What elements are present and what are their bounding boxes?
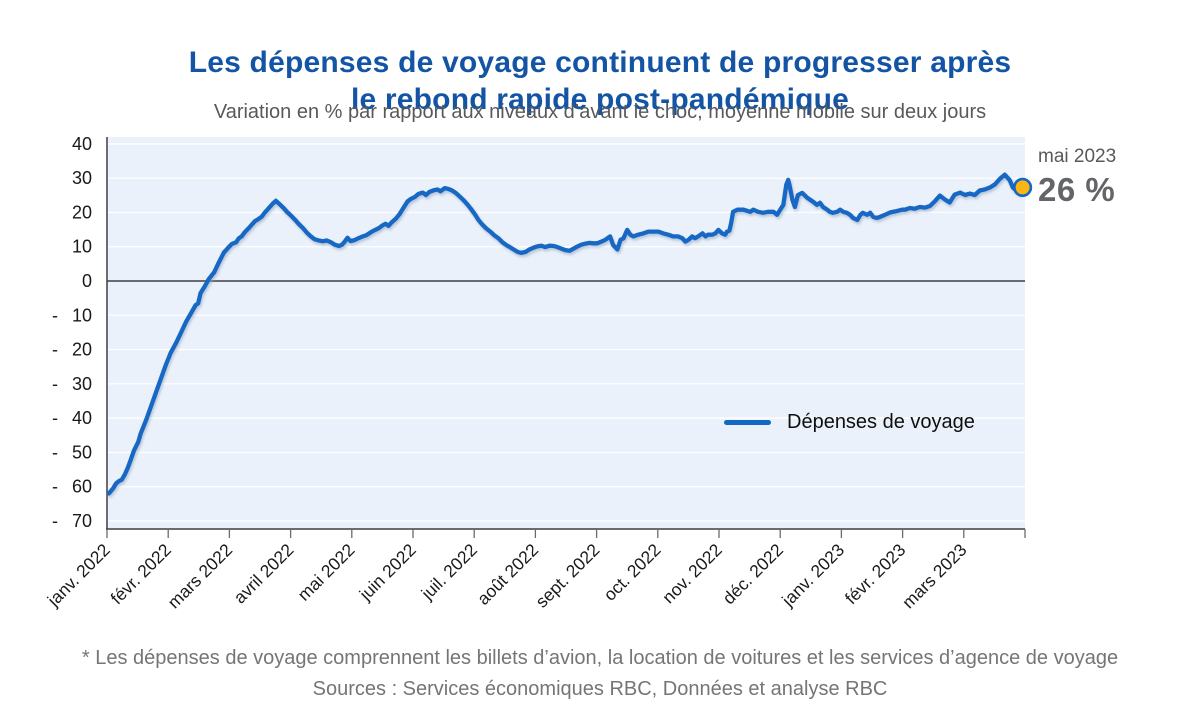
- x-tick-label: nov. 2022: [658, 540, 726, 608]
- y-tick-label: 70: [72, 511, 92, 531]
- y-tick-label: 20: [72, 340, 92, 360]
- y-tick-label: 10: [72, 237, 92, 257]
- y-tick-label: 50: [72, 442, 92, 462]
- y-tick-minus: -: [52, 408, 58, 428]
- x-tick-label: janv. 2023: [777, 540, 848, 611]
- y-tick-label: 20: [72, 202, 92, 222]
- travel-spending-line: [106, 172, 1025, 496]
- annotation-date-label: mai 2023: [1038, 146, 1117, 167]
- chart-title: Les dépenses de voyage continuent de pro…: [0, 44, 1200, 118]
- chart-title-line2: le rebond rapide post-pandémique: [350, 83, 850, 117]
- plot-area: [107, 137, 1025, 529]
- x-tick-label: janv. 2022: [43, 540, 114, 611]
- latest-value-marker: [1012, 177, 1033, 197]
- chart-title-line1: Les dépenses de voyage continuent de pro…: [188, 46, 1012, 80]
- y-tick-label: 40: [72, 408, 92, 428]
- y-tick-label: 0: [82, 271, 92, 291]
- x-tick-label: mars 2022: [164, 540, 237, 613]
- latest-value-annotation: mai 2023 26 %: [1038, 146, 1116, 209]
- x-tick-label: mars 2023: [898, 540, 971, 613]
- y-tick-minus: -: [52, 374, 58, 394]
- y-tick-minus: -: [52, 340, 58, 360]
- y-tick-minus: -: [52, 477, 58, 497]
- x-tick-label: déc. 2022: [719, 540, 788, 609]
- x-tick-label: oct. 2022: [600, 540, 665, 605]
- legend-label: Dépenses de voyage: [787, 411, 975, 433]
- x-tick-label: mai 2022: [294, 540, 359, 605]
- x-tick-label: juin 2022: [355, 540, 420, 605]
- y-tick-minus: -: [52, 511, 58, 531]
- chart-subtitle: Variation en % par rapport aux niveaux d…: [213, 101, 987, 123]
- chart-legend: Dépenses de voyage: [724, 411, 975, 434]
- legend-line-swatch: [724, 420, 771, 425]
- y-tick-label: 30: [72, 168, 92, 188]
- footnote-text: * Les dépenses de voyage comprennent les…: [81, 647, 1119, 669]
- y-tick-label: 30: [72, 374, 92, 394]
- y-tick-label: 10: [72, 305, 92, 325]
- y-tick-label: 60: [72, 477, 92, 497]
- x-tick-label: sept. 2022: [531, 540, 603, 612]
- annotation-value-label: 26 %: [1038, 171, 1116, 208]
- y-tick-minus: -: [52, 305, 58, 325]
- source-text: Sources : Services économiques RBC, Donn…: [312, 678, 888, 700]
- x-tick-label: avril 2022: [230, 540, 298, 608]
- x-tick-label: juil. 2022: [417, 540, 481, 604]
- y-tick-label: 40: [72, 134, 92, 154]
- y-tick-minus: -: [52, 442, 58, 462]
